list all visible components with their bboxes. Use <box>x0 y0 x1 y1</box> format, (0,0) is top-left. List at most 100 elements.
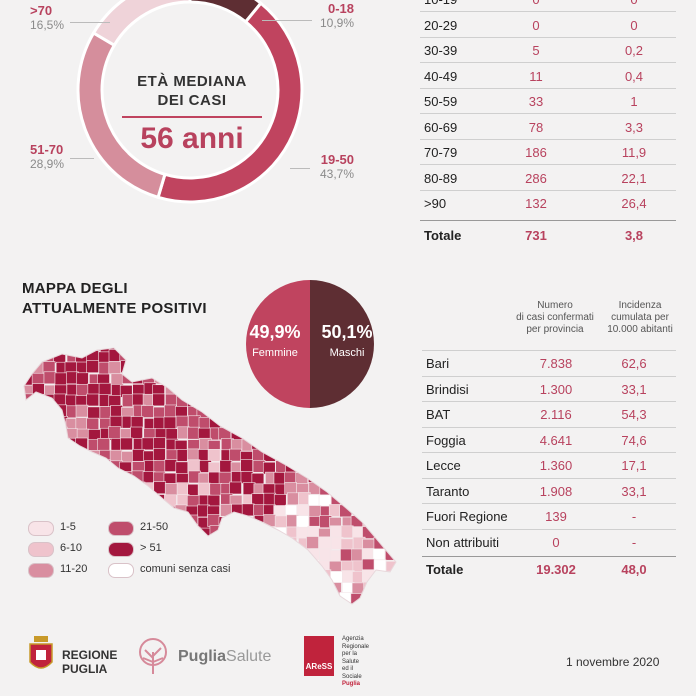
municipality-cell <box>363 495 376 508</box>
municipality-cell <box>31 416 45 429</box>
municipality-cell <box>362 526 375 539</box>
municipality-cell <box>329 426 343 439</box>
map-title-line-1: MAPPA DEGLI <box>22 280 128 297</box>
municipality-cell <box>275 593 288 604</box>
municipality-cell <box>361 548 375 561</box>
municipality-cell <box>54 404 68 418</box>
municipality-cell <box>274 605 286 610</box>
total-divider <box>422 556 676 557</box>
municipality-cell <box>339 438 353 452</box>
municipality-cell <box>284 426 298 439</box>
municipality-cell <box>64 461 78 475</box>
municipality-cell <box>373 494 387 507</box>
legend-label: comuni senza casi <box>140 563 231 575</box>
municipality-cell <box>287 492 300 506</box>
row-divider <box>422 528 676 530</box>
municipality-cell <box>363 481 376 494</box>
municipality-cell <box>153 348 166 352</box>
municipality-cell <box>285 438 299 452</box>
donut-center-title-2: DEI CASI <box>157 92 227 109</box>
municipality-cell <box>55 450 69 464</box>
municipality-cell <box>372 416 385 430</box>
municipality-cell <box>220 503 233 517</box>
municipality-cell <box>284 536 297 550</box>
row-divider <box>422 452 676 453</box>
municipality-cell <box>31 503 45 517</box>
municipality-cell <box>42 450 56 463</box>
municipality-cell <box>75 404 89 418</box>
municipality-cell <box>196 360 210 374</box>
municipality-cell <box>31 603 44 604</box>
municipality-cell <box>65 494 79 508</box>
municipality-cell <box>263 417 276 431</box>
municipality-cell <box>229 516 243 529</box>
municipality-cell <box>352 450 366 464</box>
municipality-cell <box>186 605 198 610</box>
municipality-cell <box>209 405 223 419</box>
municipality-cell <box>319 548 332 562</box>
municipality-cell <box>306 417 320 431</box>
municipality-cell <box>153 351 166 365</box>
municipality-cell <box>384 349 396 362</box>
province-name: Foggia <box>426 432 466 448</box>
municipality-cell <box>53 460 67 474</box>
municipality-cell <box>385 481 396 495</box>
municipality-cell <box>44 580 58 594</box>
municipality-cell <box>110 482 124 495</box>
municipality-cell <box>384 538 396 552</box>
municipality-cell <box>174 372 188 385</box>
municipality-cell <box>108 349 122 362</box>
municipality-cell <box>374 592 388 604</box>
municipality-cell <box>330 439 343 453</box>
municipality-cell <box>131 592 144 604</box>
municipality-cell <box>122 605 134 610</box>
municipality-cell <box>362 460 375 473</box>
total-incidence: 3,8 <box>624 227 644 243</box>
municipality-cell <box>220 415 233 429</box>
municipality-cell <box>86 538 99 552</box>
municipality-cell <box>174 383 188 396</box>
age-cases: 5 <box>532 43 540 58</box>
female-half <box>246 280 310 408</box>
municipality-cell <box>141 437 155 451</box>
province-incidence: 33,1 <box>621 483 647 499</box>
municipality-cell <box>262 603 276 604</box>
municipality-cell <box>187 459 201 473</box>
municipality-cell <box>295 406 308 420</box>
aress-line: per la Salute <box>342 651 360 665</box>
municipality-cell <box>263 582 276 595</box>
municipality-cell <box>372 503 385 517</box>
municipality-cell <box>340 548 353 562</box>
municipality-cell <box>87 560 101 573</box>
municipality-cell <box>307 603 320 604</box>
municipality-cell <box>164 483 178 496</box>
municipality-cell <box>240 459 253 472</box>
municipality-cell <box>53 393 67 407</box>
municipality-cell <box>394 361 396 375</box>
province-cases: 1.360 <box>539 458 573 473</box>
municipality-cell <box>97 438 111 451</box>
municipality-cell <box>221 605 233 610</box>
municipality-cell <box>76 605 88 610</box>
municipality-cell <box>32 450 45 463</box>
municipality-cell <box>296 461 310 474</box>
municipality-cell <box>197 581 210 595</box>
municipality-cell <box>397 539 402 551</box>
municipality-cell <box>176 482 190 496</box>
municipality-cell <box>130 416 144 429</box>
municipality-cell <box>394 417 396 431</box>
municipality-cell <box>187 394 200 408</box>
municipality-cell <box>273 439 287 453</box>
aress-line: Agenzia <box>342 636 364 642</box>
age-range: 30-39 <box>424 43 458 58</box>
municipality-cell <box>54 372 68 386</box>
municipality-cell <box>395 494 396 507</box>
age-total-row: Totale 731 3,8 <box>420 228 676 252</box>
gender-circle <box>246 280 374 408</box>
province-incidence: 33,1 <box>621 381 647 397</box>
municipality-cell <box>317 448 330 462</box>
municipality-cell <box>86 417 99 431</box>
municipality-cell <box>165 382 178 395</box>
municipality-cell <box>319 416 333 430</box>
municipality-cell <box>372 514 385 528</box>
